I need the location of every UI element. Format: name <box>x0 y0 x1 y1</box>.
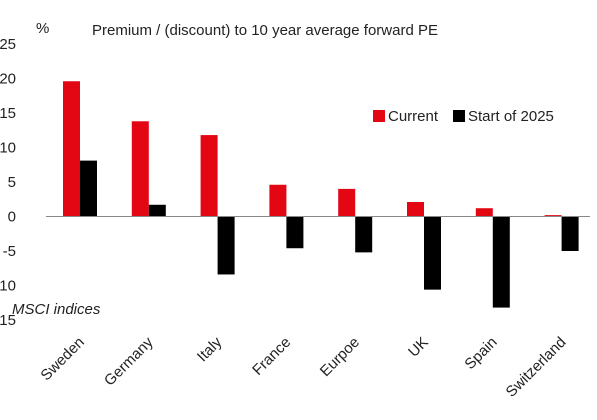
legend-label: Start of 2025 <box>468 108 554 125</box>
bar-start-2025-sweden <box>80 160 97 217</box>
y-tick-label: 5 <box>8 174 16 191</box>
bar-current-germany <box>131 121 149 217</box>
y-unit-label: % <box>36 20 49 37</box>
bar-start-2025-spain <box>492 216 510 308</box>
y-tick-label: 25 <box>0 36 16 53</box>
chart-title: Premium / (discount) to 10 year average … <box>92 22 438 39</box>
y-tick-label: 10 <box>0 140 16 157</box>
y-tick-label: 0 <box>8 209 16 226</box>
y-tick-label: -5 <box>3 243 16 260</box>
bar-start-2025-switzerland <box>561 216 579 251</box>
x-tick-label: Germany <box>101 333 157 389</box>
bar-current-eurpoe <box>338 188 356 217</box>
x-tick-label: France <box>249 334 294 379</box>
bar-start-2025-italy <box>217 216 235 275</box>
legend: Current Start of 2025 <box>373 108 554 125</box>
bar-start-2025-eurpoe <box>355 216 373 253</box>
source-note: MSCI indices <box>12 301 101 318</box>
x-tick-label: Eurpoe <box>317 334 363 380</box>
bars <box>63 81 579 308</box>
legend-swatch-current <box>373 110 385 122</box>
x-tick-label: UK <box>405 334 432 361</box>
x-tick-label: Spain <box>461 334 500 373</box>
bar-start-2025-france <box>286 216 304 249</box>
x-axis-labels: Sweden Germany Italy France Eurpoe UK Spain Swi… <box>37 333 569 400</box>
y-tick-label: -15 <box>0 312 16 329</box>
x-tick-label: Sweden <box>37 334 87 384</box>
bar-current-sweden <box>63 81 80 217</box>
bar-start-2025-germany <box>148 204 166 217</box>
y-axis: 25 20 15 10 5 0 -5 -10 -15 <box>0 36 16 329</box>
y-tick-label: 20 <box>0 71 16 88</box>
y-tick-label: -10 <box>0 278 16 295</box>
y-tick-label: 15 <box>0 105 16 122</box>
bar-current-spain <box>475 208 493 217</box>
x-tick-label: Italy <box>194 333 226 365</box>
legend-label: Current <box>388 108 439 125</box>
bar-start-2025-uk <box>424 216 441 290</box>
x-tick-label: Switzerland <box>503 334 570 401</box>
bar-current-uk <box>407 202 424 217</box>
bar-current-france <box>269 184 287 217</box>
bar-current-italy <box>200 135 218 217</box>
bar-current-switzerland <box>544 215 562 217</box>
legend-swatch-start-2025 <box>453 110 465 122</box>
